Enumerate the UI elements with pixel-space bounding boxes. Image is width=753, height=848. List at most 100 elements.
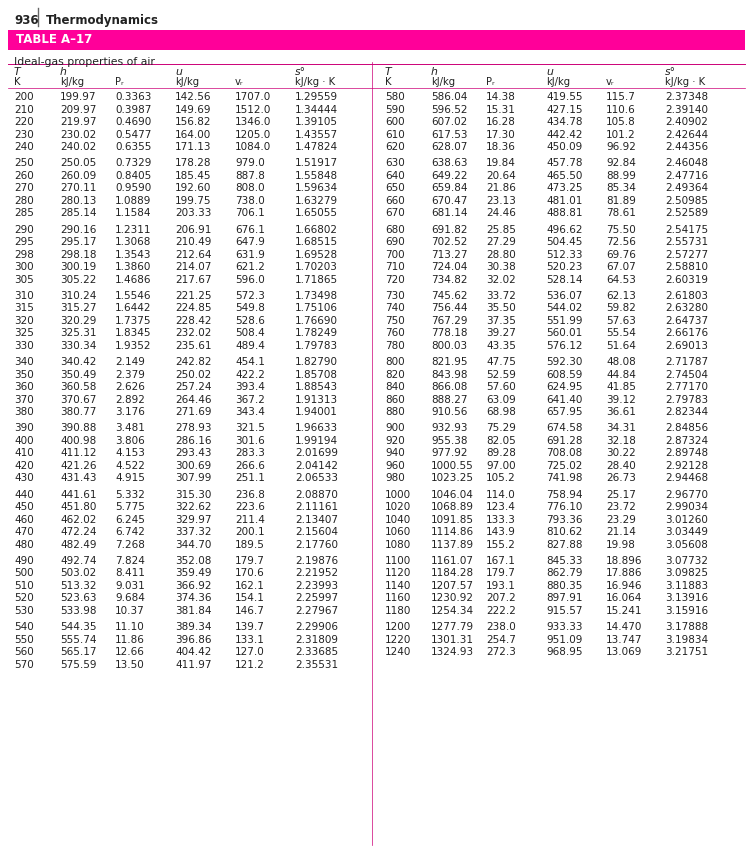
- Text: 560.01: 560.01: [546, 328, 582, 338]
- Text: 670: 670: [385, 209, 405, 219]
- Text: 121.2: 121.2: [235, 660, 265, 670]
- Text: 1.3860: 1.3860: [115, 262, 151, 272]
- Text: 320.29: 320.29: [60, 315, 96, 326]
- Text: 1.73498: 1.73498: [295, 291, 338, 301]
- Text: 3.03449: 3.03449: [665, 527, 708, 537]
- Text: 340: 340: [14, 357, 34, 367]
- Text: 57.60: 57.60: [486, 382, 516, 392]
- Text: 700: 700: [385, 249, 404, 259]
- Text: 3.21751: 3.21751: [665, 647, 708, 657]
- Bar: [8, 30, 745, 50]
- Text: 610: 610: [385, 130, 405, 140]
- Text: kJ/kg · K: kJ/kg · K: [665, 77, 705, 87]
- Text: 127.0: 127.0: [235, 647, 265, 657]
- Text: 979.0: 979.0: [235, 159, 265, 168]
- Text: 951.09: 951.09: [546, 634, 582, 644]
- Text: 800: 800: [385, 357, 404, 367]
- Text: TABLE A–17: TABLE A–17: [16, 33, 93, 46]
- Text: 776.10: 776.10: [546, 502, 582, 512]
- Text: 617.53: 617.53: [431, 130, 468, 140]
- Text: 19.98: 19.98: [606, 539, 636, 550]
- Text: 2.96770: 2.96770: [665, 489, 708, 499]
- Text: 298.18: 298.18: [60, 249, 96, 259]
- Text: 7.824: 7.824: [115, 555, 145, 566]
- Text: 285: 285: [14, 209, 34, 219]
- Text: 13.50: 13.50: [115, 660, 145, 670]
- Text: 28.40: 28.40: [606, 461, 636, 471]
- Text: 330.34: 330.34: [60, 341, 96, 351]
- Text: 0.9590: 0.9590: [115, 183, 151, 193]
- Text: 2.21952: 2.21952: [295, 568, 338, 578]
- Text: 1060: 1060: [385, 527, 411, 537]
- Text: 1140: 1140: [385, 581, 411, 591]
- Text: 179.7: 179.7: [486, 568, 516, 578]
- Text: 390.88: 390.88: [60, 423, 96, 433]
- Text: 2.87324: 2.87324: [665, 436, 708, 446]
- Text: 427.15: 427.15: [546, 104, 583, 114]
- Text: 551.99: 551.99: [546, 315, 583, 326]
- Text: 1.68515: 1.68515: [295, 237, 338, 247]
- Text: 674.58: 674.58: [546, 423, 583, 433]
- Text: 146.7: 146.7: [235, 606, 265, 616]
- Text: 3.01260: 3.01260: [665, 515, 708, 525]
- Text: 278.93: 278.93: [175, 423, 212, 433]
- Text: 1161.07: 1161.07: [431, 555, 474, 566]
- Text: 3.176: 3.176: [115, 407, 145, 417]
- Text: 307.99: 307.99: [175, 473, 212, 483]
- Text: 2.58810: 2.58810: [665, 262, 708, 272]
- Text: Thermodynamics: Thermodynamics: [46, 14, 159, 27]
- Text: 97.00: 97.00: [486, 461, 516, 471]
- Text: 2.626: 2.626: [115, 382, 145, 392]
- Text: 1.78249: 1.78249: [295, 328, 338, 338]
- Text: 702.52: 702.52: [431, 237, 468, 247]
- Text: 936: 936: [14, 14, 38, 27]
- Text: 36.61: 36.61: [606, 407, 636, 417]
- Text: 89.28: 89.28: [486, 449, 516, 459]
- Text: 1080: 1080: [385, 539, 411, 550]
- Text: 1512.0: 1512.0: [235, 104, 271, 114]
- Text: 1.75106: 1.75106: [295, 304, 338, 313]
- Text: 2.08870: 2.08870: [295, 489, 338, 499]
- Text: 156.82: 156.82: [175, 117, 212, 127]
- Text: 20.64: 20.64: [486, 170, 516, 181]
- Text: 440: 440: [14, 489, 34, 499]
- Text: 48.08: 48.08: [606, 357, 636, 367]
- Text: 1205.0: 1205.0: [235, 130, 271, 140]
- Text: u: u: [546, 67, 553, 77]
- Text: 0.3363: 0.3363: [115, 92, 151, 102]
- Text: 55.54: 55.54: [606, 328, 636, 338]
- Text: 133.3: 133.3: [486, 515, 516, 525]
- Text: 2.11161: 2.11161: [295, 502, 338, 512]
- Text: 293.43: 293.43: [175, 449, 212, 459]
- Text: 1023.25: 1023.25: [431, 473, 474, 483]
- Text: 63.09: 63.09: [486, 394, 516, 404]
- Text: 2.84856: 2.84856: [665, 423, 708, 433]
- Text: 193.1: 193.1: [486, 581, 516, 591]
- Text: 431.43: 431.43: [60, 473, 96, 483]
- Text: 300.19: 300.19: [60, 262, 96, 272]
- Text: 420: 420: [14, 461, 34, 471]
- Text: 59.82: 59.82: [606, 304, 636, 313]
- Text: 235.61: 235.61: [175, 341, 212, 351]
- Text: K: K: [14, 77, 20, 87]
- Text: 101.2: 101.2: [606, 130, 636, 140]
- Text: 2.55731: 2.55731: [665, 237, 708, 247]
- Text: 114.0: 114.0: [486, 489, 516, 499]
- Text: 221.25: 221.25: [175, 291, 212, 301]
- Text: 92.84: 92.84: [606, 159, 636, 168]
- Text: 14.470: 14.470: [606, 622, 642, 632]
- Text: 5.332: 5.332: [115, 489, 145, 499]
- Text: 2.06533: 2.06533: [295, 473, 338, 483]
- Text: 933.33: 933.33: [546, 622, 583, 632]
- Text: 310: 310: [14, 291, 34, 301]
- Text: 533.98: 533.98: [60, 606, 96, 616]
- Text: 1.7375: 1.7375: [115, 315, 151, 326]
- Text: 28.80: 28.80: [486, 249, 516, 259]
- Text: 596.0: 596.0: [235, 275, 265, 285]
- Text: 657.95: 657.95: [546, 407, 583, 417]
- Text: 676.1: 676.1: [235, 225, 265, 235]
- Text: 592.30: 592.30: [546, 357, 582, 367]
- Text: 295: 295: [14, 237, 34, 247]
- Text: 72.56: 72.56: [606, 237, 636, 247]
- Text: 489.4: 489.4: [235, 341, 265, 351]
